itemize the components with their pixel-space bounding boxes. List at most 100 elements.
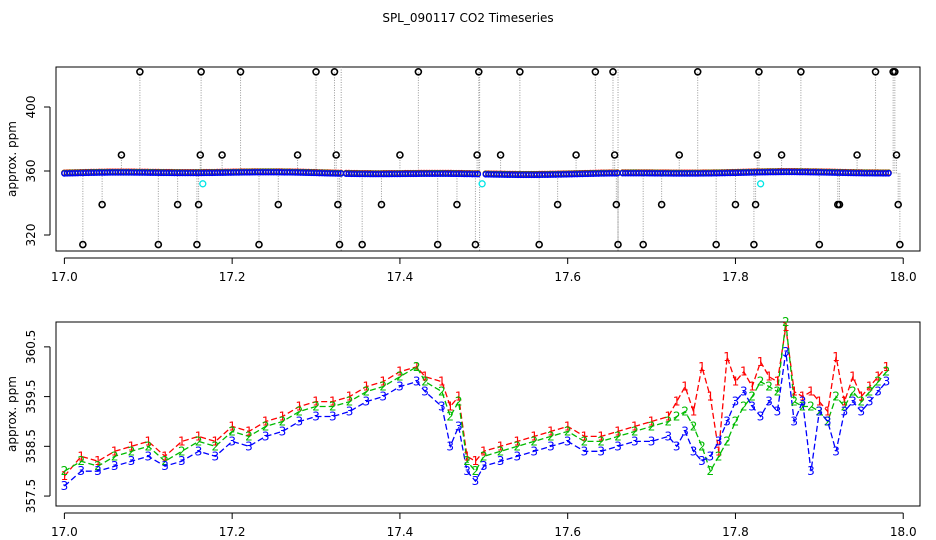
series-2-marker: 2 [723,434,731,448]
series-1-marker: 1 [413,360,421,374]
series-2-marker: 2 [413,360,421,374]
outlier-point [330,68,339,76]
outlier-point [731,200,740,209]
series-3-point [334,170,342,177]
series-1-line [63,326,887,477]
series-1-marker: 1 [581,429,589,443]
series-2-marker: 2 [514,439,522,453]
series-2-marker: 2 [245,429,253,443]
detail-x-tick-label: 17.6 [554,525,581,539]
series-3-marker: 3 [799,395,807,409]
detail-y-label: approx. ppm [5,376,19,452]
series-2-marker: 2 [178,444,186,458]
series-1-marker: 1 [665,409,673,423]
series-3-point [611,169,618,177]
series-2-marker: 2 [816,405,824,419]
series-2-marker: 2 [765,380,773,394]
series-1-marker: 1 [111,444,119,458]
series-3-marker: 3 [849,395,857,409]
series-1-marker: 1 [530,429,538,443]
series-3-marker: 3 [547,439,555,453]
series-1-marker: 1 [94,454,102,468]
series-1-marker: 1 [245,424,253,438]
detail-x-tick-label: 17.8 [722,525,749,539]
series-2-marker: 2 [665,414,673,428]
detail-y-tick-label: 358.5 [24,429,38,463]
outlier-point [891,68,899,76]
series-1-marker: 1 [614,424,622,438]
series-1-marker: 1 [438,375,446,389]
outlier-point [753,151,762,159]
series-2-marker: 2 [228,424,236,438]
series-2-marker: 2 [279,414,287,428]
outlier-point [815,240,824,249]
series-1-marker: 1 [295,400,303,414]
series-3-marker: 3 [530,444,538,458]
series-3-marker: 3 [748,400,756,414]
cyan-point [478,180,486,188]
series-3-point [882,169,890,177]
outlier-point [835,200,844,209]
outlier-point [218,151,226,159]
series-1-marker: 1 [757,355,765,369]
series-2-marker: 2 [547,429,555,443]
detail-plot-frame [55,321,921,507]
outlier-point [553,200,562,209]
overview-y-tick-label: 320 [24,224,38,247]
outlier-point [334,200,342,209]
series-1-marker: 1 [690,405,698,419]
outlier-point [675,151,684,159]
series-2-marker: 2 [874,375,882,389]
outlier-point [335,240,344,249]
series-2-marker: 2 [883,365,891,379]
series-1-marker: 1 [673,395,681,409]
outlier-point [474,68,483,76]
series-2-marker: 2 [774,385,782,399]
series-1-marker: 1 [790,385,798,399]
series-1-marker: 1 [748,380,756,394]
series-2-marker: 2 [346,395,354,409]
outlier-point [396,151,404,159]
outlier-point [197,68,205,76]
series-3-marker: 3 [774,405,782,419]
series-3-marker: 3 [883,375,891,389]
overview-x-tick-label: 17.0 [51,270,78,284]
series-2-marker: 2 [480,449,488,463]
detail-y-tick-label: 357.5 [24,479,38,513]
series-2-marker: 2 [690,419,698,433]
series-2-marker: 2 [312,400,320,414]
series-2-marker: 2 [161,454,169,468]
series-3-marker: 3 [472,474,480,488]
series-3-marker: 3 [807,464,815,478]
series-2-marker: 2 [698,439,706,453]
series-1-marker: 1 [396,365,404,379]
series-2-marker: 2 [212,439,220,453]
outlier-point [657,200,666,209]
series-1-marker: 1 [807,385,815,399]
series-1-marker: 1 [782,320,790,334]
outlier-point [414,68,423,76]
series-2-marker: 2 [706,464,714,478]
series-1-marker: 1 [564,419,572,433]
outlier-point [433,240,442,249]
detail-y-tick-label: 360.5 [24,330,38,364]
series-3-marker: 3 [295,414,303,428]
series-3-marker: 3 [866,395,874,409]
series-1-marker: 1 [379,375,387,389]
series-3-marker: 3 [312,409,320,423]
series-1-marker: 1 [715,444,723,458]
series-3-marker: 3 [94,464,102,478]
overview-y-tick-label: 360 [24,160,38,183]
outlier-point [496,151,505,159]
series-3-point [471,170,479,178]
outlier-point [591,68,600,76]
series-3-marker: 3 [455,419,463,433]
figure-title: SPL_090117 CO2 Timeseries [382,11,553,25]
series-1-marker: 1 [446,400,454,414]
series-1-marker: 1 [698,360,706,374]
series-1-marker: 1 [178,434,186,448]
outlier-point [609,68,617,76]
outlier-point [293,151,302,159]
series-3-marker: 3 [279,424,287,438]
